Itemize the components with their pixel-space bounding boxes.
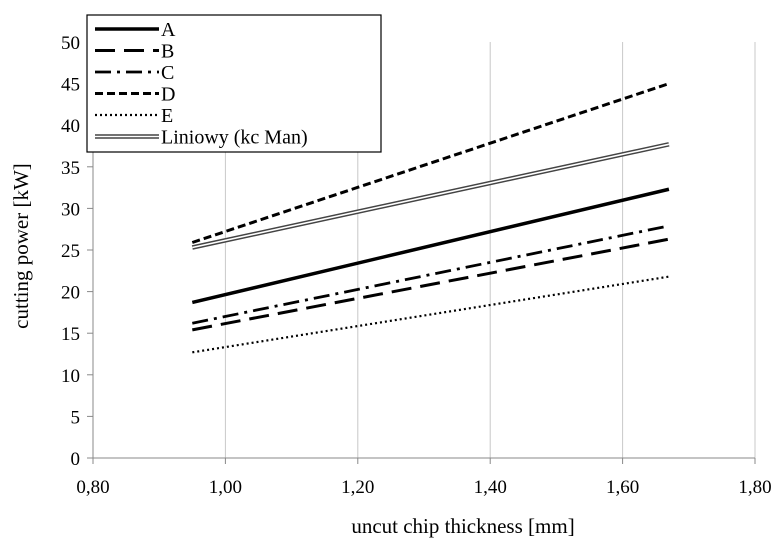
x-tick-label: 0,80 <box>76 477 109 498</box>
x-tick-label: 1,40 <box>474 477 507 498</box>
series-line-3 <box>192 224 670 325</box>
series-line-1 <box>191 187 670 305</box>
y-tick-label: 15 <box>61 324 80 345</box>
legend-label: E <box>161 105 173 127</box>
y-tick-labels: 0 5 10 15 20 25 30 35 40 45 50 <box>61 33 93 470</box>
y-tick-label: 10 <box>61 366 80 387</box>
legend-label: A <box>161 19 176 41</box>
y-axis-title: cutting power [kW] <box>9 163 33 329</box>
series-line-6 <box>191 142 670 250</box>
x-tick-label: 1,60 <box>606 477 639 498</box>
y-tick-label: 35 <box>61 158 80 179</box>
series-line-2 <box>192 237 670 332</box>
x-tick-label: 1,80 <box>738 477 771 498</box>
legend-label: C <box>161 62 174 84</box>
x-tick-label: 1,00 <box>209 477 242 498</box>
y-tick-label: 25 <box>61 241 80 262</box>
x-tick-label: 1,20 <box>341 477 374 498</box>
series-lines <box>191 82 670 354</box>
x-axis-title: uncut chip thickness [mm] <box>351 514 574 538</box>
y-tick-label: 30 <box>61 199 80 220</box>
y-tick-label: 20 <box>61 283 80 304</box>
legend-label: D <box>161 84 175 106</box>
y-tick-label: 40 <box>61 116 80 137</box>
legend-box <box>86 14 382 153</box>
legend-label: Liniowy (kc Man) <box>161 127 308 149</box>
legend-label: B <box>161 41 174 63</box>
x-tick-labels: 0,80 1,00 1,20 1,40 1,60 1,80 <box>76 458 772 498</box>
y-tick-label: 5 <box>71 407 81 428</box>
y-tick-label: 50 <box>61 33 80 54</box>
series-line-5 <box>192 275 670 354</box>
y-tick-label: 45 <box>61 75 80 96</box>
y-tick-label: 0 <box>71 449 81 470</box>
